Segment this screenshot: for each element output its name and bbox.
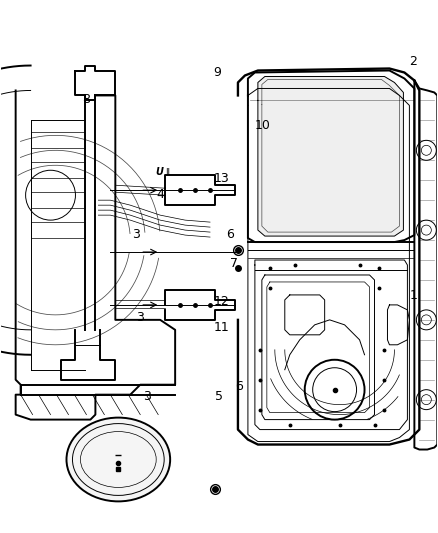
Text: 3: 3 bbox=[143, 390, 151, 403]
Text: II: II bbox=[165, 168, 170, 177]
Bar bbox=[31, 222, 85, 238]
Text: 2: 2 bbox=[410, 55, 417, 68]
Polygon shape bbox=[258, 77, 403, 236]
Bar bbox=[31, 162, 85, 178]
Text: 13: 13 bbox=[213, 172, 229, 185]
Text: 4: 4 bbox=[156, 188, 164, 201]
Text: U: U bbox=[155, 167, 163, 177]
Text: 12: 12 bbox=[213, 295, 229, 308]
Text: 6: 6 bbox=[235, 379, 243, 393]
Text: 3: 3 bbox=[132, 228, 140, 241]
Text: 6: 6 bbox=[226, 228, 234, 241]
Text: 8: 8 bbox=[82, 93, 90, 106]
Text: 9: 9 bbox=[213, 66, 221, 79]
Text: 3: 3 bbox=[137, 311, 145, 324]
Bar bbox=[31, 192, 85, 208]
Text: 7: 7 bbox=[230, 257, 238, 270]
Text: 11: 11 bbox=[213, 321, 229, 334]
Text: 1: 1 bbox=[410, 289, 417, 302]
Text: 5: 5 bbox=[215, 390, 223, 403]
Bar bbox=[31, 132, 85, 148]
Text: 10: 10 bbox=[255, 119, 271, 132]
Ellipse shape bbox=[67, 417, 170, 502]
